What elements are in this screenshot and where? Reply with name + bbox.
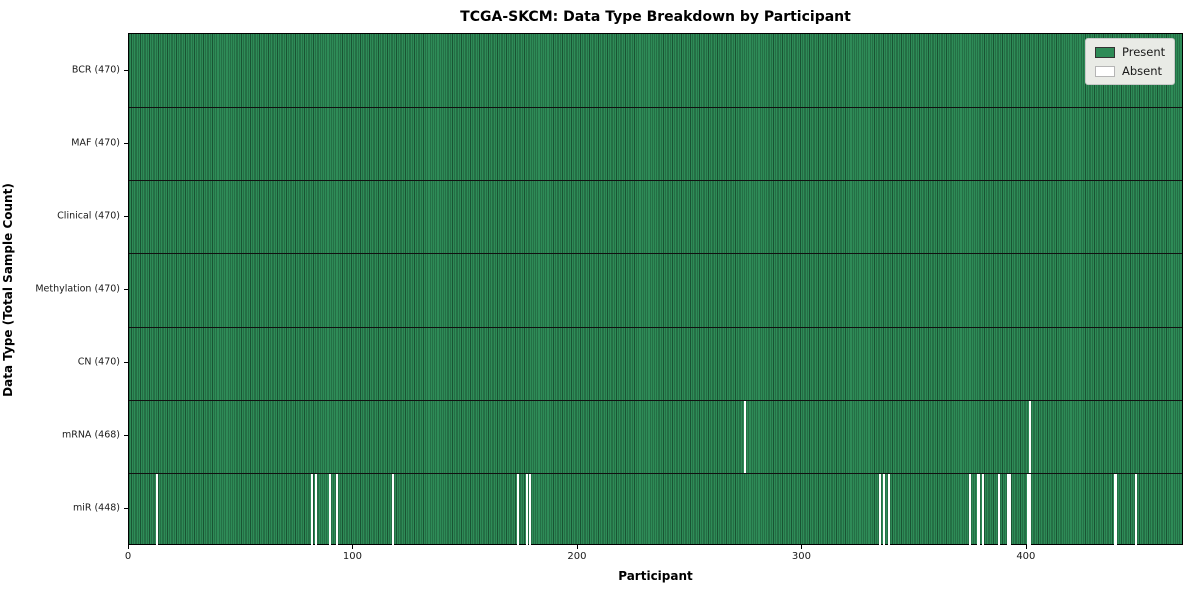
absent-gap-miR bbox=[968, 473, 971, 546]
absent-swatch-icon bbox=[1095, 65, 1115, 77]
row-divider bbox=[129, 180, 1182, 182]
absent-gap-miR bbox=[328, 473, 331, 546]
x-tick-label-300: 300 bbox=[791, 551, 811, 562]
y-tick-mark bbox=[124, 362, 128, 364]
row-divider bbox=[129, 107, 1182, 109]
absent-gap-mRNA bbox=[744, 400, 747, 473]
legend-item-absent: Absent bbox=[1095, 64, 1165, 78]
absent-gap-miR bbox=[1006, 473, 1009, 546]
absent-gap-miR bbox=[391, 473, 394, 546]
absent-gap-miR bbox=[528, 473, 531, 546]
x-tick-mark bbox=[576, 545, 578, 549]
legend: Present Absent bbox=[1085, 38, 1176, 85]
legend-item-present: Present bbox=[1095, 45, 1165, 59]
row-divider bbox=[129, 472, 1182, 474]
absent-gap-miR bbox=[997, 473, 1000, 546]
legend-label-present: Present bbox=[1122, 45, 1166, 59]
absent-gap-miR bbox=[878, 473, 881, 546]
absent-gap-miR bbox=[1134, 473, 1137, 546]
y-tick-label-miR: miR (448) bbox=[72, 502, 120, 514]
present-swatch-icon bbox=[1095, 46, 1115, 58]
y-tick-label-CN: CN (470) bbox=[77, 356, 120, 368]
y-tick-label-Methylation: Methylation (470) bbox=[35, 283, 120, 295]
absent-gap-miR bbox=[977, 473, 980, 546]
absent-gap-miR bbox=[887, 473, 890, 546]
x-tick-label-0: 0 bbox=[124, 551, 132, 562]
row-divider bbox=[129, 253, 1182, 255]
y-tick-mark bbox=[124, 215, 128, 217]
y-tick-mark bbox=[124, 142, 128, 144]
absent-gap-miR bbox=[315, 473, 318, 546]
absent-gap-miR bbox=[981, 473, 985, 546]
y-tick-mark bbox=[124, 435, 128, 437]
y-tick-label-mRNA: mRNA (468) bbox=[61, 429, 120, 441]
x-tick-label-100: 100 bbox=[342, 551, 363, 562]
absent-gap-miR bbox=[883, 473, 886, 546]
absent-gap-miR bbox=[335, 473, 338, 546]
x-tick-label-200: 200 bbox=[567, 551, 587, 562]
y-tick-label-Clinical: Clinical (470) bbox=[57, 210, 120, 222]
x-tick-mark bbox=[128, 545, 129, 549]
x-tick-mark bbox=[801, 545, 803, 549]
y-tick-mark bbox=[124, 289, 128, 290]
y-tick-label-BCR: BCR (470) bbox=[71, 64, 120, 76]
absent-gap-miR bbox=[526, 473, 529, 546]
absent-gap-miR bbox=[1026, 473, 1029, 546]
absent-gap-miR bbox=[1008, 473, 1012, 546]
y-tick-mark bbox=[124, 508, 128, 510]
absent-gap-mRNA bbox=[1029, 400, 1032, 473]
chart-title: TCGA-SKCM: Data Type Breakdown by Partic… bbox=[460, 9, 851, 25]
x-axis-label: Participant bbox=[618, 569, 693, 583]
absent-gap-miR bbox=[310, 473, 313, 546]
y-tick-mark bbox=[124, 69, 128, 71]
absent-gap-miR bbox=[1029, 473, 1032, 546]
row-divider bbox=[129, 326, 1182, 328]
absent-gap-miR bbox=[155, 473, 159, 546]
plot-area bbox=[128, 33, 1183, 546]
x-tick-label-400: 400 bbox=[1016, 551, 1036, 562]
absent-gap-miR bbox=[517, 473, 520, 546]
row-divider bbox=[129, 399, 1182, 401]
x-tick-mark bbox=[1025, 545, 1027, 549]
y-tick-label-MAF: MAF (470) bbox=[71, 137, 120, 149]
absent-gap-miR bbox=[1114, 473, 1117, 546]
legend-label-absent: Absent bbox=[1122, 64, 1163, 78]
x-tick-mark bbox=[352, 545, 354, 549]
